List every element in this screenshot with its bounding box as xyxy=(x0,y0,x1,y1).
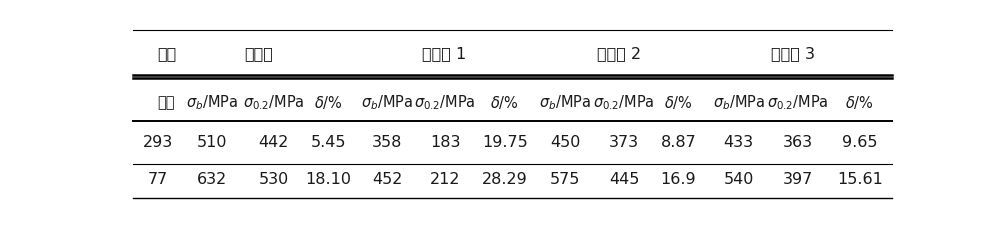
Text: 450: 450 xyxy=(550,135,580,150)
Text: 实施例: 实施例 xyxy=(244,46,273,61)
Text: 16.9: 16.9 xyxy=(661,171,696,186)
Text: $\sigma_b$/MPa: $\sigma_b$/MPa xyxy=(539,93,591,112)
Text: 18.10: 18.10 xyxy=(305,171,351,186)
Text: $\sigma_{0.2}$/MPa: $\sigma_{0.2}$/MPa xyxy=(243,93,305,112)
Text: 540: 540 xyxy=(724,171,754,186)
Text: $\delta$/%: $\delta$/% xyxy=(845,94,874,111)
Text: $\delta$/%: $\delta$/% xyxy=(490,94,519,111)
Text: $\sigma_b$/MPa: $\sigma_b$/MPa xyxy=(186,93,238,112)
Text: 19.75: 19.75 xyxy=(482,135,528,150)
Text: 28.29: 28.29 xyxy=(482,171,528,186)
Text: 77: 77 xyxy=(147,171,168,186)
Text: 452: 452 xyxy=(372,171,402,186)
Text: 358: 358 xyxy=(372,135,402,150)
Text: 8.87: 8.87 xyxy=(660,135,696,150)
Text: 15.61: 15.61 xyxy=(837,171,883,186)
Text: $\sigma_{0.2}$/MPa: $\sigma_{0.2}$/MPa xyxy=(593,93,655,112)
Text: 对比例 3: 对比例 3 xyxy=(771,46,815,61)
Text: 373: 373 xyxy=(609,135,639,150)
Text: 433: 433 xyxy=(724,135,754,150)
Text: 293: 293 xyxy=(142,135,173,150)
Text: $\delta$/%: $\delta$/% xyxy=(664,94,693,111)
Text: $\sigma_{0.2}$/MPa: $\sigma_{0.2}$/MPa xyxy=(767,93,828,112)
Text: 632: 632 xyxy=(197,171,227,186)
Text: 442: 442 xyxy=(259,135,289,150)
Text: 9.65: 9.65 xyxy=(842,135,877,150)
Text: 397: 397 xyxy=(783,171,813,186)
Text: 5.45: 5.45 xyxy=(310,135,346,150)
Text: 对比例 2: 对比例 2 xyxy=(597,46,642,61)
Text: 363: 363 xyxy=(783,135,813,150)
Text: 445: 445 xyxy=(609,171,639,186)
Text: 183: 183 xyxy=(430,135,460,150)
Text: $\delta$/%: $\delta$/% xyxy=(314,94,342,111)
Text: 510: 510 xyxy=(197,135,227,150)
Text: 温度: 温度 xyxy=(158,95,175,110)
Text: 575: 575 xyxy=(550,171,580,186)
Text: $\sigma_b$/MPa: $\sigma_b$/MPa xyxy=(713,93,765,112)
Text: 530: 530 xyxy=(259,171,289,186)
Text: $\sigma_{0.2}$/MPa: $\sigma_{0.2}$/MPa xyxy=(414,93,476,112)
Text: 测试: 测试 xyxy=(158,46,177,61)
Text: $\sigma_b$/MPa: $\sigma_b$/MPa xyxy=(361,93,413,112)
Text: 212: 212 xyxy=(430,171,460,186)
Text: 对比例 1: 对比例 1 xyxy=(422,46,466,61)
